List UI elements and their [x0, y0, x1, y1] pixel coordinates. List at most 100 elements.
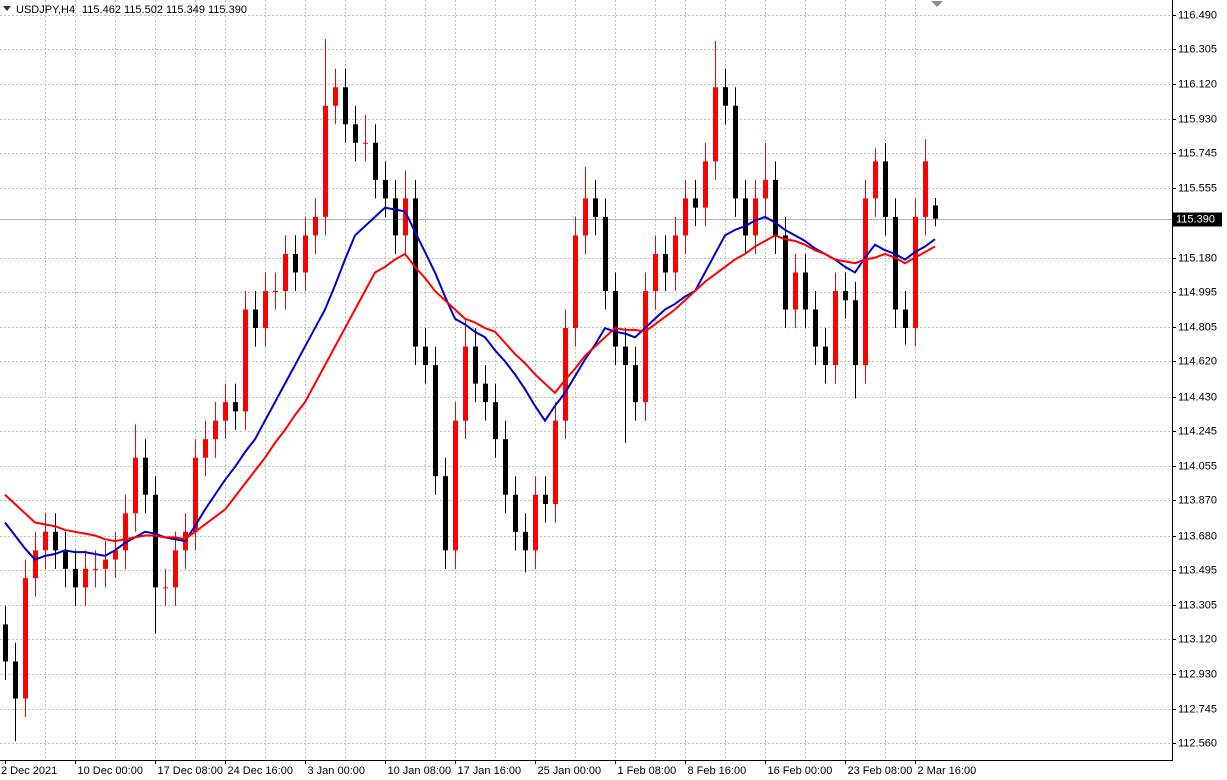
candle-body: [163, 587, 168, 589]
y-tick-label: 116.120: [1178, 78, 1217, 90]
candle-body: [513, 494, 518, 532]
candle-body: [503, 439, 508, 495]
candle-body: [53, 531, 58, 551]
candle-body: [143, 457, 148, 495]
candle-body: [343, 87, 348, 125]
candle-body: [73, 568, 78, 588]
candle-body: [93, 568, 98, 570]
candle-body: [693, 198, 698, 208]
candle-body: [253, 309, 258, 329]
candle-body: [123, 513, 128, 551]
y-tick-label: 114.430: [1178, 391, 1217, 403]
candle-body: [743, 198, 748, 236]
axes: 116.490 116.305 116.120 115.930 115.745 115.5…: [1, 9, 1222, 777]
candle-body: [893, 216, 898, 310]
candle-body: [273, 290, 278, 292]
candle-body: [593, 198, 598, 217]
x-tick-label: 10 Dec 00:00: [78, 765, 143, 777]
candle-body: [353, 124, 358, 143]
candle-body: [523, 531, 528, 551]
candle-body: [203, 439, 208, 458]
candle-body: [243, 309, 248, 412]
candle-body: [703, 161, 708, 208]
candle-body: [923, 161, 928, 217]
x-tick-label: 17 Jan 16:00: [458, 765, 522, 777]
candle-body: [883, 161, 888, 217]
candle-body: [733, 105, 738, 199]
candle-body: [83, 568, 88, 588]
candle-body: [613, 290, 618, 347]
y-tick-label: 113.680: [1178, 530, 1217, 542]
y-tick-label: 115.180: [1178, 252, 1217, 264]
y-tick-label: 114.805: [1178, 321, 1217, 333]
candle-body: [363, 142, 368, 144]
candle-body: [833, 290, 838, 366]
price-label: 115.390: [1176, 213, 1215, 225]
candle-body: [543, 494, 548, 505]
candle-body: [753, 198, 758, 236]
x-tick-label: 17 Dec 08:00: [158, 765, 223, 777]
candle-body: [103, 559, 108, 569]
candle-body: [443, 476, 448, 551]
candle-body: [383, 179, 388, 199]
candle-body: [583, 198, 588, 236]
x-tick-label: 23 Feb 08:00: [848, 765, 913, 777]
chart-shift-marker[interactable]: [931, 1, 943, 7]
candle-body: [643, 290, 648, 403]
candle-body: [553, 420, 558, 505]
candle-body: [783, 235, 788, 310]
candle-body: [673, 235, 678, 273]
candle-body: [843, 290, 848, 301]
candle-body: [463, 346, 468, 421]
y-tick-label: 113.305: [1178, 599, 1217, 611]
candle-body: [133, 457, 138, 514]
candle-body: [683, 198, 688, 236]
candle-body: [903, 309, 908, 329]
candle-body: [13, 661, 18, 699]
candle-body: [453, 420, 458, 551]
y-tick-label: 116.490: [1178, 9, 1217, 21]
y-tick-label: 112.930: [1178, 668, 1217, 680]
x-tick-label: 2 Mar 16:00: [918, 765, 977, 777]
y-tick-label: 115.930: [1178, 113, 1217, 125]
candle-body: [113, 550, 118, 560]
candle-body: [863, 198, 868, 366]
y-tick-label: 114.245: [1178, 425, 1217, 437]
candle-body: [623, 346, 628, 366]
x-tick-label: 8 Feb 16:00: [688, 765, 747, 777]
candle-body: [223, 402, 228, 421]
candle-body: [433, 365, 438, 477]
y-tick-label: 114.055: [1178, 460, 1217, 472]
candle-body: [283, 253, 288, 291]
y-tick-label: 113.495: [1178, 564, 1217, 576]
y-tick-label: 113.120: [1178, 633, 1217, 645]
candle-body: [533, 494, 538, 551]
candle-body: [213, 420, 218, 440]
candle-body: [603, 216, 608, 291]
candle-body: [193, 457, 198, 532]
candle-body: [563, 328, 568, 421]
candle-body: [323, 105, 328, 217]
header-low: 115.349: [166, 4, 205, 16]
x-tick-label: 10 Jan 08:00: [388, 765, 452, 777]
candle-body: [873, 161, 878, 199]
candle-body: [723, 87, 728, 106]
candle-body: [313, 216, 318, 236]
candle-body: [793, 272, 798, 310]
candle-body: [233, 402, 238, 412]
x-tick-label: 1 Feb 08:00: [618, 765, 677, 777]
moving-average: [4, 234, 936, 543]
candle-body: [493, 402, 498, 440]
candle-body: [293, 253, 298, 273]
candle-body: [403, 198, 408, 236]
y-tick-label: 116.305: [1178, 43, 1217, 55]
menu-icon[interactable]: [3, 6, 11, 11]
candle-body: [483, 383, 488, 403]
symbol-label: USDJPY,H4: [16, 4, 75, 16]
candle-body: [573, 235, 578, 329]
plot: [3, 39, 938, 742]
y-tick-label: 115.555: [1178, 182, 1217, 194]
candle-body: [393, 198, 398, 236]
candle-body: [423, 346, 428, 366]
